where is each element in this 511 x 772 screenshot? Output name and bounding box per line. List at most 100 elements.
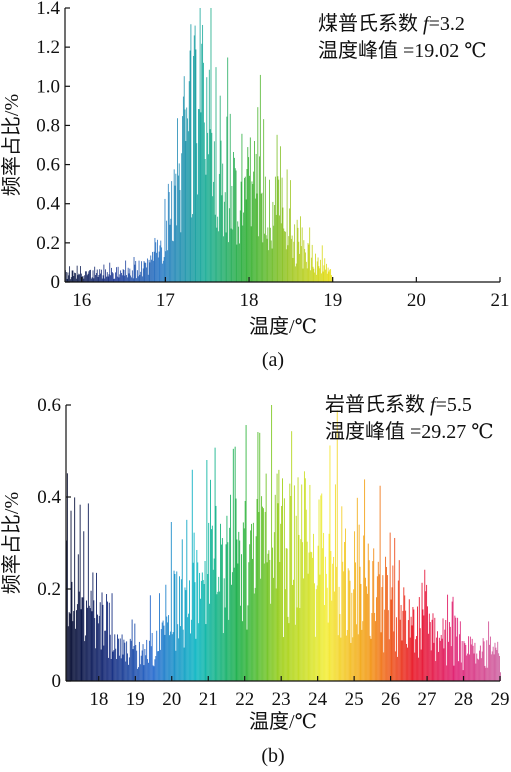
histogram-bar [481, 651, 483, 681]
histogram-bar [75, 278, 77, 282]
histogram-bar [468, 636, 469, 681]
histogram-bar [216, 227, 218, 282]
histogram-bar [342, 561, 344, 681]
chart-a-xlabel: 温度/℃ [249, 315, 317, 338]
histogram-bar [256, 193, 258, 282]
histogram-bar [265, 235, 267, 282]
histogram-bar [114, 634, 116, 681]
histogram-bar [322, 548, 324, 681]
histogram-bar [107, 276, 109, 282]
histogram-bar [228, 242, 229, 282]
histogram-bar [241, 133, 243, 282]
histogram-bar [390, 599, 392, 681]
histogram-bar [206, 77, 208, 282]
histogram-bar [262, 508, 264, 681]
histogram-bar [295, 263, 297, 282]
histogram-bar [119, 274, 121, 282]
histogram-bar [219, 95, 221, 282]
histogram-bar [295, 266, 296, 282]
histogram-bar [386, 575, 388, 681]
histogram-bar [315, 589, 317, 681]
histogram-bar [75, 628, 77, 681]
histogram-bar [299, 253, 301, 282]
histogram-bar [358, 524, 360, 681]
histogram-bar [130, 275, 132, 282]
histogram-bar [331, 275, 332, 282]
histogram-bar [98, 275, 100, 282]
histogram-bar [118, 277, 120, 282]
histogram-bar [287, 616, 289, 681]
histogram-bar [292, 257, 294, 282]
histogram-bar [146, 258, 148, 282]
histogram-bar [101, 592, 103, 681]
chart-a-annotation-1: 煤普氏系数 f=3.2 [318, 12, 465, 35]
histogram-bar [67, 626, 69, 681]
histogram-bar [258, 236, 260, 282]
x-tick-label: 21 [491, 290, 510, 311]
histogram-bar [345, 635, 347, 681]
histogram-bar [182, 116, 183, 282]
histogram-bar [319, 574, 321, 681]
histogram-bar [309, 484, 311, 681]
histogram-bar [148, 662, 149, 681]
histogram-bar [243, 528, 245, 681]
histogram-bar [250, 530, 252, 681]
histogram-bar [91, 277, 93, 282]
histogram-bar [239, 540, 241, 681]
histogram-bar [208, 69, 210, 283]
histogram-bar [320, 495, 322, 681]
histogram-bar [438, 637, 440, 681]
histogram-bar [286, 169, 288, 282]
histogram-bar [77, 554, 79, 681]
histogram-bar [224, 192, 226, 282]
histogram-bar [229, 527, 231, 681]
histogram-bar [487, 667, 489, 681]
histogram-bar [167, 250, 168, 282]
histogram-bar [95, 274, 96, 282]
histogram-bar [270, 240, 272, 282]
histogram-bar [302, 542, 304, 681]
histogram-bar [328, 271, 330, 282]
histogram-bar [128, 273, 130, 282]
histogram-bar [489, 644, 490, 681]
histogram-bar [286, 548, 288, 681]
histogram-bar [380, 632, 382, 681]
histogram-bar [68, 275, 70, 282]
histogram-bar [143, 665, 145, 681]
x-tick-label: 16 [72, 290, 91, 311]
chart-a-annotation-1-prefix: 煤普氏系数 [318, 12, 423, 35]
histogram-bar [340, 637, 342, 681]
histogram-bar [100, 649, 102, 681]
histogram-bar [476, 653, 478, 681]
histogram-bar [228, 208, 230, 282]
histogram-bar [288, 623, 290, 681]
histogram-bar [299, 608, 301, 681]
histogram-bar [457, 617, 459, 681]
histogram-bar [420, 649, 422, 681]
histogram-bar [235, 170, 237, 282]
histogram-bar [277, 503, 279, 681]
histogram-bar [201, 572, 203, 681]
y-tick-label: 1.4 [36, 0, 60, 19]
histogram-bar [183, 647, 185, 681]
histogram-bar [152, 665, 154, 681]
histogram-bar [401, 640, 403, 681]
histogram-bar [148, 259, 150, 282]
histogram-bar [296, 607, 298, 681]
histogram-bar [279, 562, 281, 681]
histogram-bar [92, 270, 94, 282]
histogram-bar [450, 646, 452, 681]
histogram-bar [283, 498, 285, 681]
histogram-bar [137, 276, 139, 282]
x-tick-label: 18 [240, 290, 259, 311]
histogram-bar [303, 240, 305, 282]
histogram-bar [71, 270, 73, 282]
histogram-bar [318, 266, 320, 282]
histogram-bar [124, 642, 126, 681]
chart-a-annotation-1-var: f [423, 13, 431, 35]
histogram-bar [133, 257, 135, 282]
histogram-bar [197, 194, 199, 282]
histogram-bar [467, 653, 469, 681]
histogram-bar [66, 278, 68, 282]
histogram-bar [82, 597, 84, 681]
